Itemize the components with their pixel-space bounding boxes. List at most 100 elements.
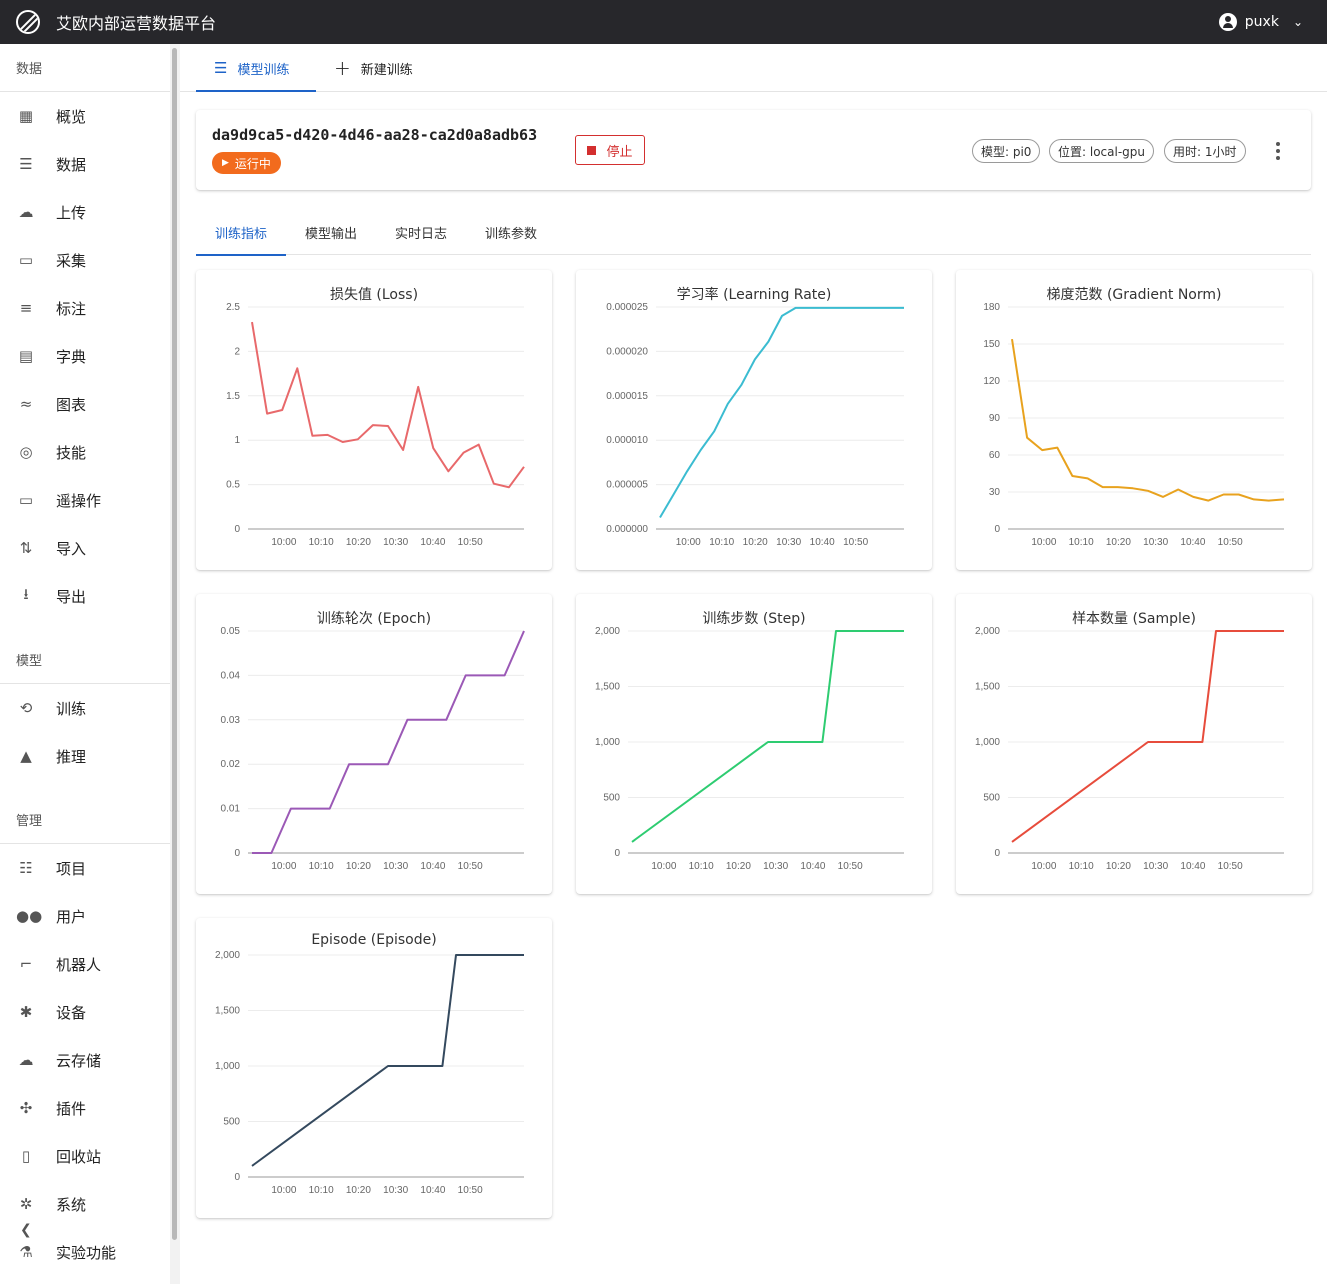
y-tick-label: 0.000015: [606, 391, 648, 402]
sidebar-item-label: 导出: [56, 587, 87, 606]
series-line[interactable]: [1011, 338, 1285, 502]
x-tick-label: 10:30: [776, 537, 801, 548]
chart-svg: 0 0.01 0.02 0.03 0.04 0.05 10:00 10:10 10:20 10:3…: [221, 626, 525, 872]
tab-model-output[interactable]: 模型输出: [304, 227, 357, 242]
series-line[interactable]: [252, 630, 525, 854]
collapse-sidebar-icon[interactable]: ❮: [20, 1222, 32, 1238]
sidebar-scrollbar-thumb[interactable]: [172, 48, 177, 1240]
sidebar-item-label: 云存储: [56, 1051, 102, 1070]
y-tick-label: 0.03: [221, 715, 241, 726]
y-tick-label: 1: [234, 435, 240, 446]
sidebar-item[interactable]: ☁ 上传: [0, 188, 170, 236]
x-tick-label: 10:00: [1031, 537, 1056, 548]
sidebar-item[interactable]: ≡ 标注: [0, 284, 170, 332]
sidebar-item[interactable]: ⟲ 训练: [0, 684, 170, 732]
sidebar-item[interactable]: ✲ 系统: [0, 1180, 170, 1228]
inference-icon: ▲: [20, 747, 32, 765]
series-line[interactable]: [659, 306, 904, 519]
series-line[interactable]: [1011, 630, 1284, 843]
x-tick-label: 10:50: [843, 537, 868, 548]
y-tick-label: 1,000: [215, 1061, 240, 1072]
y-tick-label: 0: [994, 524, 1000, 535]
dashboard-icon: ▦: [18, 107, 34, 125]
chart-card: 样本数量 (Sample) 0 500 1,000 1,500 2,000 10:00 10:…: [956, 594, 1312, 894]
tab-training-params[interactable]: 训练参数: [484, 227, 537, 242]
y-tick-label: 0.000020: [606, 346, 648, 357]
sidebar-item[interactable]: ▦ 概览: [0, 92, 170, 140]
y-tick-label: 2,000: [975, 626, 1000, 637]
x-tick-label: 10:50: [1218, 537, 1243, 548]
tab-model-training[interactable]: ☰ 模型训练: [196, 44, 316, 92]
sidebar-item[interactable]: ⌐ 机器人: [0, 940, 170, 988]
x-tick-label: 10:40: [420, 861, 445, 872]
y-tick-label: 500: [603, 793, 620, 804]
sidebar-item[interactable]: ●● 用户: [0, 892, 170, 940]
project-icon: ☷: [19, 859, 33, 877]
tab-live-logs[interactable]: 实时日志: [394, 227, 447, 242]
sidebar-item[interactable]: ☁ 云存储: [0, 1036, 170, 1084]
series-line[interactable]: [251, 954, 524, 1167]
sidebar-item[interactable]: ☰ 数据: [0, 140, 170, 188]
sidebar-item[interactable]: ▭ 采集: [0, 236, 170, 284]
cloud-upload-icon: ☁: [18, 203, 34, 221]
sidebar-item[interactable]: ⇅ 导入: [0, 524, 170, 572]
chart-title: 训练步数 (Step): [702, 611, 806, 627]
app-title: 艾欧内部运营数据平台: [56, 14, 217, 33]
tab-new-training[interactable]: + 新建训练: [334, 44, 444, 92]
user-menu[interactable]: puxk ⌄: [1218, 0, 1303, 44]
sidebar-item-label: 实验功能: [56, 1243, 117, 1262]
stop-label: 停止: [606, 144, 633, 160]
sidebar-item[interactable]: ≈ 图表: [0, 380, 170, 428]
sidebar-item[interactable]: ⭳ 导出: [0, 572, 170, 620]
x-tick-label: 10:30: [763, 861, 788, 872]
sidebar-item-label: 机器人: [56, 955, 102, 974]
sidebar-item[interactable]: ⚗ 实验功能: [0, 1228, 170, 1276]
sidebar-item-label: 标注: [56, 299, 87, 318]
flask-icon: ⚗: [19, 1243, 33, 1261]
sidebar-item-label: 字典: [56, 347, 87, 366]
x-tick-label: 10:10: [309, 537, 334, 548]
y-tick-label: 90: [989, 413, 1001, 424]
stop-button[interactable]: 停止: [575, 135, 645, 165]
y-tick-label: 0.5: [226, 480, 240, 491]
sidebar-item[interactable]: ▯ 回收站: [0, 1132, 170, 1180]
y-tick-label: 2: [234, 346, 240, 357]
logo-icon[interactable]: [16, 10, 40, 34]
y-tick-label: 0.04: [221, 670, 241, 681]
series-line[interactable]: [251, 321, 525, 489]
sidebar-item[interactable]: ✱ 设备: [0, 988, 170, 1036]
x-tick-label: 10:50: [1218, 861, 1243, 872]
sidebar-section-header: 管理: [0, 796, 170, 844]
chart-svg: 0 500 1,000 1,500 2,000 10:00 10:10 10:20 10:30 1…: [975, 626, 1284, 872]
tab-training-metrics[interactable]: 训练指标: [196, 210, 286, 256]
device-hub-icon: ✱: [19, 1003, 33, 1021]
sidebar-item[interactable]: ▤ 字典: [0, 332, 170, 380]
run-id: da9d9ca5-d420-4d46-aa28-ca2d0a8adb63: [212, 126, 538, 144]
stop-icon: [587, 145, 597, 155]
x-tick-label: 10:00: [271, 1185, 296, 1196]
chevron-down-icon: ⌄: [1292, 15, 1303, 29]
list-numbered-icon: ≡: [19, 299, 33, 317]
y-tick-label: 500: [223, 1117, 240, 1128]
book-icon: ▤: [18, 347, 34, 365]
sidebar-item[interactable]: ▲ 推理: [0, 732, 170, 780]
y-tick-label: 1.5: [226, 391, 240, 402]
main-content: ☰ 模型训练 + 新建训练 da9d9ca5-d420-4d46-aa28-ca…: [180, 44, 1327, 1284]
more-vert-icon[interactable]: [1276, 142, 1280, 163]
sidebar-item-label: 采集: [56, 251, 87, 270]
chart-title: 梯度范数 (Gradient Norm): [1046, 287, 1222, 303]
sidebar-item[interactable]: ☷ 项目: [0, 844, 170, 892]
list-icon: ☰: [214, 59, 228, 77]
sidebar-item[interactable]: ✣ 插件: [0, 1084, 170, 1132]
y-tick-label: 1,000: [595, 737, 620, 748]
chart-title: 损失值 (Loss): [329, 287, 419, 303]
series-line[interactable]: [631, 630, 904, 843]
gamepad-icon: ▭: [18, 491, 34, 509]
sidebar-item[interactable]: ▭ 遥操作: [0, 476, 170, 524]
chart-svg: 0 500 1,000 1,500 2,000 10:00 10:10 10:20 10:30 1…: [215, 950, 524, 1196]
sidebar-gap: [0, 620, 170, 636]
chart-card: 训练轮次 (Epoch) 0 0.01 0.02 0.03 0.04 0.05 10:00 10…: [196, 594, 552, 894]
sidebar-item[interactable]: ◎ 技能: [0, 428, 170, 476]
chart-card: 损失值 (Loss) 0 0.5 1 1.5 2 2.5 10:00 10:10 10:20 10:…: [196, 270, 552, 570]
sidebar-item-label: 回收站: [56, 1147, 102, 1166]
